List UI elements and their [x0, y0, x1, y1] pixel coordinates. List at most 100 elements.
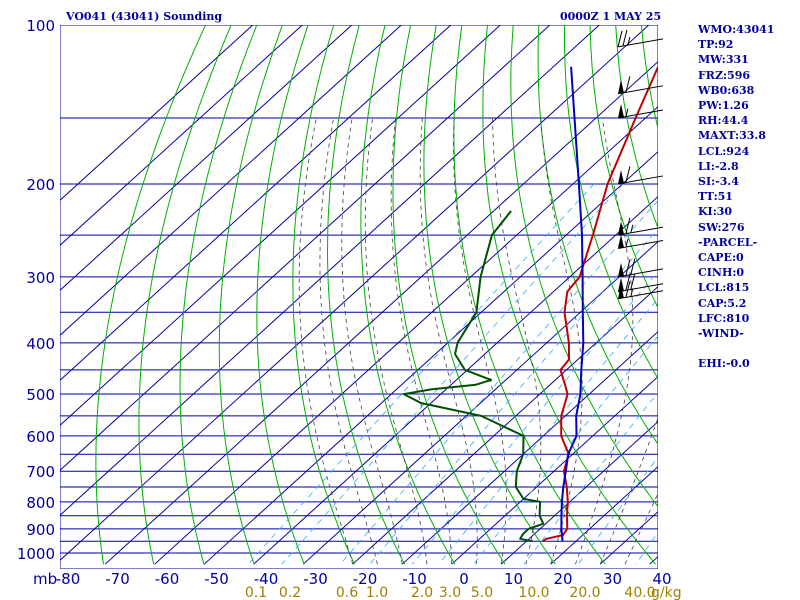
dry-adiabat-line	[292, 25, 355, 565]
dry-adiabat-line	[537, 25, 658, 446]
chart-title: VO041 (43041) Sounding	[65, 10, 222, 23]
pressure-tick-label: 200	[26, 176, 55, 194]
index-item: LI:-2.8	[698, 159, 739, 173]
temperature-tick-label: -30	[303, 570, 328, 588]
index-item: EHI:-0.0	[698, 357, 750, 371]
moist-adiabat-line	[599, 416, 658, 565]
moist-adiabat-line	[390, 117, 453, 565]
index-item: SW:276	[698, 220, 745, 234]
temperature-tick-label: 40	[652, 570, 671, 588]
index-item: CAP:5.2	[698, 296, 747, 310]
temperature-tick-label: -70	[105, 570, 130, 588]
pressure-tick-label: 800	[26, 494, 55, 512]
wind-barb	[617, 258, 664, 278]
isotherm-line	[60, 25, 551, 471]
wind-barb	[617, 234, 664, 249]
parcel-line	[560, 66, 585, 542]
mixing-ratio-label: 0.6	[336, 585, 358, 600]
dry-adiabat-line	[218, 25, 283, 565]
index-item: LCL:924	[698, 144, 750, 158]
temperature-tick-label: 30	[603, 570, 622, 588]
mixing-ratio-label: 2.0	[411, 585, 433, 600]
dry-adiabat-line	[138, 25, 232, 565]
mixing-ratio-line	[247, 183, 595, 565]
isotherm-line	[60, 25, 254, 201]
pressure-tick-label: 400	[26, 335, 55, 353]
index-item: LCL:815	[698, 281, 750, 295]
index-item: WMO:43041	[698, 23, 775, 36]
sounding-indices-list: WMO:43041 TP:92 MW:331 FRZ:596 WB0:638 PW:1.2…	[698, 22, 798, 372]
pressure-tick-label: 100	[26, 17, 55, 35]
dry-adiabat-line	[589, 25, 658, 309]
moist-adiabat-line	[492, 117, 542, 565]
pressure-tick-label: 700	[26, 463, 55, 481]
temperature-tick-label: -60	[155, 570, 180, 588]
mixing-ratio-label: 40.0	[624, 585, 655, 600]
pressure-tick-label: 500	[26, 386, 55, 404]
index-item: TT:51	[698, 190, 733, 204]
index-item: -PARCEL-	[698, 235, 758, 249]
mixing-ratio-line	[281, 183, 624, 565]
mixing-ratio-label: 0.1	[245, 585, 267, 600]
temperature-tick-label: 20	[553, 570, 572, 588]
pressure-tick-label: 300	[26, 269, 55, 287]
temperature-tick-label: -10	[402, 570, 427, 588]
pressure-tick-label: 600	[26, 428, 55, 446]
dewpoint-line	[402, 210, 545, 543]
isotherm-line	[60, 25, 353, 291]
wind-barb	[617, 166, 664, 185]
index-item: FRZ:596	[698, 68, 751, 82]
moist-adiabat-line	[453, 117, 507, 565]
index-item: LFC:810	[698, 311, 750, 325]
mixing-ratio-label: 5.0	[471, 585, 493, 600]
dry-adiabat-line	[453, 25, 606, 565]
isotherm-line	[60, 25, 303, 246]
isotherm-line	[253, 195, 658, 565]
isotherm-line	[60, 25, 501, 426]
mixing-ratio-unit: g/kg	[651, 585, 682, 600]
mixing-ratio-label: 0.2	[279, 585, 301, 600]
moist-adiabat-line	[419, 117, 478, 565]
index-item: CINH:0	[698, 266, 745, 280]
index-item	[698, 341, 798, 356]
x-axis-label: mb	[33, 570, 57, 588]
dry-adiabat-line	[179, 25, 258, 565]
dry-adiabat-line	[360, 25, 456, 565]
mixing-ratio-line	[369, 228, 658, 565]
dry-adiabat-line	[510, 25, 658, 508]
index-item: MW:331	[698, 53, 749, 67]
temperature-tick-label: -50	[204, 570, 229, 588]
moist-adiabat-line	[364, 117, 428, 565]
wind-barb	[617, 281, 664, 300]
mixing-ratio-line	[438, 298, 658, 565]
dry-adiabats	[95, 25, 658, 565]
isotherm-line	[60, 25, 650, 561]
temperature-tick-label: -80	[56, 570, 81, 588]
mixing-ratio-lines	[247, 183, 658, 565]
pressure-tick-label: 900	[26, 521, 55, 539]
isotherm-line	[451, 375, 658, 565]
isotherm-line	[154, 105, 658, 565]
sounding-profiles	[402, 64, 658, 543]
index-item: SI:-3.4	[698, 175, 739, 189]
isotherm-line	[60, 25, 452, 381]
isotherm-line	[104, 60, 658, 565]
index-item: CAPE:0	[698, 251, 744, 265]
wind-barb	[617, 103, 664, 119]
index-item: MAXT:33.8	[698, 129, 766, 143]
temperature-tick-label: -20	[353, 570, 378, 588]
dry-adiabat-line	[95, 25, 206, 565]
temperature-tick-label: 0	[459, 570, 469, 588]
isotherm-line	[203, 150, 658, 565]
wind-barb	[617, 29, 664, 48]
isotherm-line	[60, 25, 402, 336]
index-item: KI:30	[698, 205, 733, 219]
temperature-tick-label: 10	[504, 570, 523, 588]
mixing-ratio-line	[523, 391, 658, 565]
index-item: TP:92	[698, 38, 734, 52]
moist-adiabats	[298, 117, 658, 565]
dry-adiabat-line	[563, 25, 658, 380]
temperature-line	[542, 64, 658, 543]
